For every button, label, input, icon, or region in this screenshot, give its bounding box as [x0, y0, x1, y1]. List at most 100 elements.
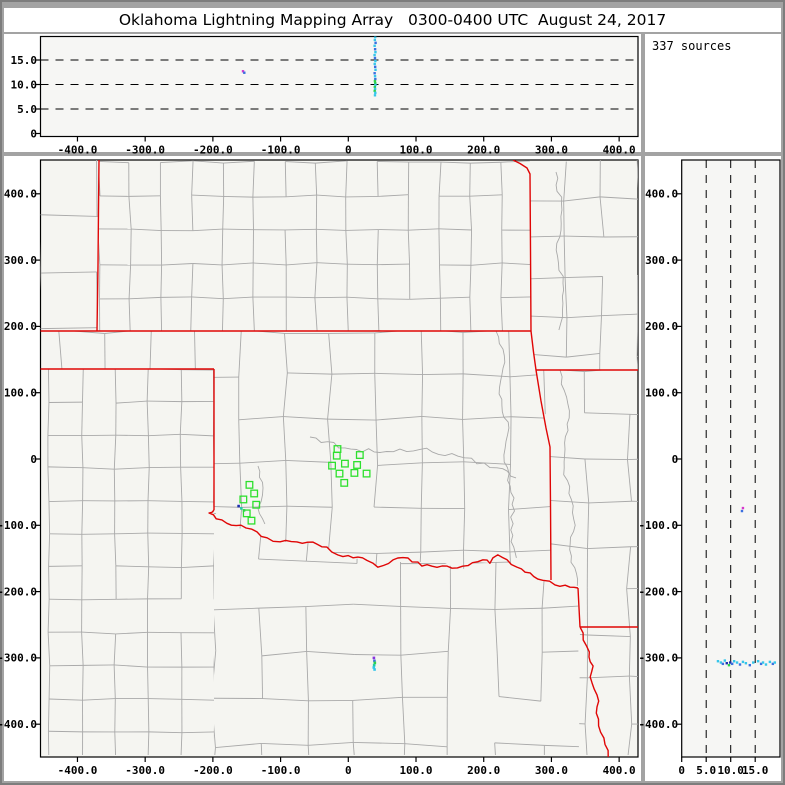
river-line [309, 436, 517, 479]
tick-label: 200.0 [467, 764, 500, 777]
source-dot [373, 53, 376, 57]
ns-altitude-plot: 400.0 300.0 200.0 100.0 0 -100.0 -200.0 -300.0 -… [638, 159, 781, 777]
sources-count-panel: 337 sources [645, 34, 781, 152]
tick-label: 0 [672, 453, 679, 466]
tick-label: 5.0 [17, 103, 37, 116]
tick-label: 10.0 [11, 78, 38, 91]
tick-label: 200.0 [645, 320, 678, 333]
source-dot [756, 660, 760, 663]
series-flash_main [373, 36, 377, 97]
source-dot [764, 663, 768, 666]
source-dot [373, 62, 376, 66]
source-dot [374, 83, 377, 87]
tick-label: 400.0 [603, 144, 636, 157]
tick-label: 300.0 [535, 144, 568, 157]
tick-label: 5.0 [696, 764, 716, 777]
source-dot [725, 662, 728, 665]
series-flash_small [241, 70, 246, 74]
source-dot [373, 44, 376, 47]
ew-altitude-plot: 15.0 10.0 5.0 0 -400.0 -300.0 -200.0 -100.0 0 100… [11, 35, 639, 157]
lma-station-marker [332, 451, 341, 460]
tick-label: 300.0 [535, 764, 568, 777]
source-dot [241, 70, 245, 73]
plan-view-content [40, 160, 638, 757]
source-dot [373, 659, 376, 663]
river-line [495, 330, 517, 559]
source-dot [374, 68, 377, 71]
tick-label: -400.0 [638, 718, 678, 731]
window-title: Oklahoma Lightning Mapping Array 0300-04… [4, 8, 781, 32]
source-dot [242, 509, 246, 512]
source-dot [373, 72, 376, 75]
source-dot [372, 666, 376, 669]
source-dot [771, 662, 775, 666]
series-flash_main [372, 656, 377, 671]
tick-label: 100.0 [399, 144, 432, 157]
lma-station-marker [328, 461, 336, 470]
source-dot [373, 87, 377, 91]
source-dot [730, 662, 734, 666]
plot-background [40, 36, 638, 137]
tick-label: 0 [30, 453, 37, 466]
lma-station-marker [242, 509, 251, 518]
source-dot [741, 660, 745, 664]
tick-label: -400.0 [58, 764, 98, 777]
series-flash_main [716, 659, 776, 667]
tick-label: 300.0 [645, 254, 678, 267]
tick-label: 100.0 [399, 764, 432, 777]
lma-station-marker [340, 459, 349, 468]
tick-label: -300.0 [125, 764, 165, 777]
state-borders [40, 160, 638, 757]
source-dot [716, 660, 720, 663]
sources-count-label: 337 sources [652, 39, 732, 53]
source-dot [374, 81, 377, 85]
tick-label: -100.0 [261, 764, 301, 777]
source-dot [373, 38, 377, 42]
lma-station-marker [350, 468, 359, 477]
axis-spines [39, 35, 639, 138]
river-line [257, 465, 266, 525]
source-dot [761, 661, 765, 664]
tick-label: -300.0 [638, 652, 678, 665]
tick-label: -300.0 [0, 652, 37, 665]
lma-station-marker [239, 495, 248, 504]
lma-station-marker [245, 480, 254, 489]
source-dot [373, 74, 377, 78]
tick-label: -400.0 [58, 144, 98, 157]
plot-background [681, 160, 780, 757]
tick-label: -300.0 [125, 144, 165, 157]
lma-station-marker [362, 469, 371, 478]
source-dot [727, 663, 731, 667]
tick-label: -400.0 [0, 718, 37, 731]
tick-label: 0 [30, 127, 37, 140]
tick-label: 10.0 [717, 764, 744, 777]
county-lines [99, 160, 531, 331]
tick-label: 0 [678, 764, 685, 777]
series-flash_small [237, 504, 246, 512]
river-line [555, 171, 565, 331]
tick-label: -200.0 [193, 764, 233, 777]
source-dot [735, 661, 739, 664]
source-dot [237, 504, 240, 508]
tick-label: 400.0 [645, 188, 678, 201]
ns-altitude-content [705, 160, 776, 757]
source-dot [729, 661, 732, 664]
lma-station-marker [355, 451, 364, 459]
source-dot [741, 506, 745, 510]
tick-label: 400.0 [603, 764, 636, 777]
lma-station-marker [252, 500, 261, 509]
source-dot [374, 50, 377, 54]
tick-label: -100.0 [0, 519, 37, 532]
county-lines [47, 369, 214, 755]
series-flash_small [740, 506, 745, 513]
tick-label: 100.0 [645, 387, 678, 400]
tick-label: -100.0 [638, 519, 678, 532]
source-dot [740, 509, 744, 513]
tick-label: 0 [345, 764, 352, 777]
tick-label: 15.0 [742, 764, 769, 777]
county-lines [530, 160, 638, 370]
source-dot [373, 668, 376, 671]
river-line [208, 509, 579, 589]
